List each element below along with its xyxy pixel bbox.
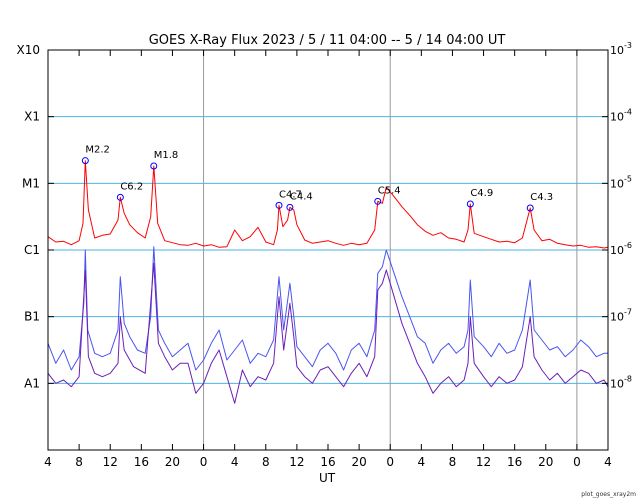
- x-axis-tick-label: 20: [538, 455, 553, 469]
- flare-label: C5.4: [378, 185, 401, 196]
- x-axis-tick-label: 12: [476, 455, 491, 469]
- flare-label: C6.2: [120, 181, 143, 192]
- x-axis-tick-label: 0: [200, 455, 208, 469]
- flare-marker: [116, 193, 124, 201]
- left-axis-label: M1: [22, 176, 40, 190]
- flare-marker: [466, 200, 474, 208]
- left-axis-label: C1: [24, 243, 40, 257]
- x-axis-ticks: 4 8 12 16 20 0 4 8 12 16 20 0 4 8 12 16 20 0 4: [44, 50, 612, 469]
- flux-series: [47, 160, 609, 404]
- x-axis-tick-label: 0: [573, 455, 581, 469]
- flare-label: M1.8: [154, 150, 179, 161]
- credit-text: plot_goes_xray2m: [581, 491, 636, 498]
- x-axis-tick-label: 4: [231, 455, 239, 469]
- x-axis-tick-label: 20: [351, 455, 366, 469]
- right-axis-label: 10-3: [610, 41, 632, 57]
- x-axis-tick-label: 12: [289, 455, 304, 469]
- x-axis-tick-label: 4: [44, 455, 52, 469]
- series-line-short: [47, 246, 608, 371]
- x-axis-label: UT: [319, 471, 336, 485]
- left-axis-label: X1: [24, 110, 40, 124]
- x-axis-tick-label: 4: [418, 455, 426, 469]
- flare-marker: [286, 203, 294, 211]
- flare-marker: [150, 162, 158, 170]
- flare-label: C4.9: [470, 188, 493, 199]
- grid-lines: [48, 49, 608, 384]
- left-axis-class-labels: A1 B1 C1 M1 X1 X10: [17, 43, 54, 390]
- flare-label: C4.4: [290, 191, 313, 202]
- flare-label: C4.7: [279, 189, 302, 200]
- series-line-short-secondary: [47, 262, 609, 404]
- x-axis-tick-label: 8: [75, 455, 83, 469]
- right-axis-label: 10-8: [610, 374, 632, 390]
- flare-marker: [275, 201, 283, 209]
- right-axis-label: 10-5: [610, 174, 632, 190]
- chart-title: GOES X-Ray Flux 2023 / 5 / 11 04:00 -- 5…: [149, 33, 506, 48]
- x-axis-tick-label: 8: [262, 455, 270, 469]
- left-axis-label: B1: [24, 310, 40, 324]
- flare-markers: M2.2 C6.2 M1.8 C4.7C4.4 C5.4 C4.9 C4.3: [81, 145, 553, 212]
- flare-label: C4.3: [530, 192, 553, 203]
- right-axis-flux-labels: 10-3 10-4 10-5 10-6 10-7 10-8: [602, 41, 632, 390]
- x-axis-tick-label: 4: [604, 455, 612, 469]
- flare-marker: [526, 204, 534, 212]
- x-axis-tick-label: 8: [449, 455, 457, 469]
- x-axis-tick-label: 12: [103, 455, 118, 469]
- flare-marker: [81, 157, 89, 165]
- x-axis-tick-label: 16: [134, 455, 149, 469]
- x-axis-tick-label: 16: [507, 455, 522, 469]
- x-axis-tick-label: 20: [165, 455, 180, 469]
- left-axis-label: X10: [17, 43, 41, 57]
- right-axis-label: 10-7: [610, 308, 632, 324]
- series-line-long: [47, 160, 609, 249]
- x-axis-tick-label: 16: [320, 455, 335, 469]
- right-axis-label: 10-4: [610, 108, 632, 124]
- right-axis-label: 10-6: [610, 241, 632, 257]
- left-axis-label: A1: [24, 376, 40, 390]
- flare-label: M2.2: [85, 145, 110, 156]
- flare-marker: [374, 197, 382, 205]
- x-axis-tick-label: 0: [386, 455, 394, 469]
